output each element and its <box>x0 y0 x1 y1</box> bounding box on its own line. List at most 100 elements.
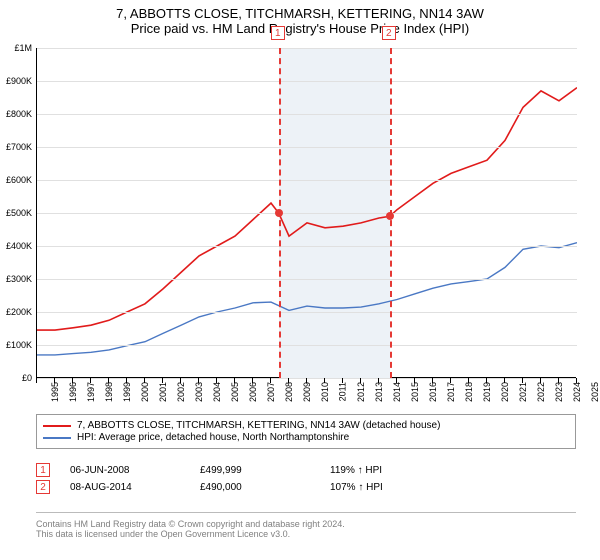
legend-label: HPI: Average price, detached house, Nort… <box>77 432 349 443</box>
x-tick <box>216 378 217 383</box>
x-axis-label: 2018 <box>464 382 474 402</box>
x-tick <box>342 378 343 383</box>
gridline-h <box>37 246 577 247</box>
sale-row: 1 06-JUN-2008£499,999119% ↑ HPI <box>36 463 576 477</box>
sale-row: 2 08-AUG-2014£490,000107% ↑ HPI <box>36 480 576 494</box>
legend-swatch <box>43 437 71 439</box>
plot-region: 12 <box>36 48 576 378</box>
title-line2: Price paid vs. HM Land Registry's House … <box>0 21 600 36</box>
sale-marker-inline: 1 <box>36 463 50 477</box>
x-tick <box>522 378 523 383</box>
y-axis-label: £400K <box>6 241 32 251</box>
gridline-h <box>37 48 577 49</box>
x-axis-label: 2020 <box>500 382 510 402</box>
x-tick <box>252 378 253 383</box>
x-axis-label: 2017 <box>446 382 456 402</box>
legend: 7, ABBOTTS CLOSE, TITCHMARSH, KETTERING,… <box>36 414 576 449</box>
x-axis-label: 1998 <box>104 382 114 402</box>
y-axis-label: £500K <box>6 208 32 218</box>
gridline-h <box>37 312 577 313</box>
legend-swatch <box>43 425 71 427</box>
y-axis-label: £900K <box>6 76 32 86</box>
x-tick <box>288 378 289 383</box>
legend-row: HPI: Average price, detached house, Nort… <box>43 432 569 443</box>
x-tick <box>72 378 73 383</box>
sale-date: 08-AUG-2014 <box>70 482 200 493</box>
x-tick <box>432 378 433 383</box>
sale-marker-inline: 2 <box>36 480 50 494</box>
x-axis-label: 2007 <box>266 382 276 402</box>
x-tick <box>414 378 415 383</box>
x-tick <box>36 378 37 383</box>
x-tick <box>324 378 325 383</box>
x-axis-label: 2012 <box>356 382 366 402</box>
y-axis-label: £600K <box>6 175 32 185</box>
sale-pct: 119% ↑ HPI <box>330 465 460 476</box>
footer-line1: Contains HM Land Registry data © Crown c… <box>36 519 576 529</box>
x-tick <box>198 378 199 383</box>
x-axis-label: 2016 <box>428 382 438 402</box>
x-tick <box>306 378 307 383</box>
x-axis-label: 2003 <box>194 382 204 402</box>
x-axis-label: 2024 <box>572 382 582 402</box>
chart-area: 12 £0£100K£200K£300K£400K£500K£600K£700K… <box>36 48 576 400</box>
x-tick <box>126 378 127 383</box>
x-axis-label: 2019 <box>482 382 492 402</box>
y-axis-label: £700K <box>6 142 32 152</box>
x-tick <box>180 378 181 383</box>
x-axis-label: 2015 <box>410 382 420 402</box>
x-axis-label: 2009 <box>302 382 312 402</box>
x-tick <box>54 378 55 383</box>
sales-table: 1 06-JUN-2008£499,999119% ↑ HPI 2 08-AUG-20… <box>36 460 576 497</box>
x-axis-label: 2021 <box>518 382 528 402</box>
x-tick <box>108 378 109 383</box>
gridline-h <box>37 345 577 346</box>
x-tick <box>468 378 469 383</box>
x-tick <box>504 378 505 383</box>
x-tick <box>144 378 145 383</box>
x-axis-label: 2011 <box>337 382 347 401</box>
gridline-h <box>37 213 577 214</box>
y-axis-label: £800K <box>6 109 32 119</box>
x-axis-label: 2004 <box>212 382 222 402</box>
x-tick <box>486 378 487 383</box>
y-axis-label: £1M <box>14 43 32 53</box>
x-axis-label: 2010 <box>320 382 330 402</box>
sale-date: 06-JUN-2008 <box>70 465 200 476</box>
footer-line2: This data is licensed under the Open Gov… <box>36 529 576 539</box>
x-axis-label: 2022 <box>536 382 546 402</box>
x-axis-label: 2001 <box>158 382 168 402</box>
title-line1: 7, ABBOTTS CLOSE, TITCHMARSH, KETTERING,… <box>0 6 600 21</box>
x-axis-label: 1995 <box>50 382 60 402</box>
sale-point-dot <box>275 209 283 217</box>
x-tick <box>378 378 379 383</box>
legend-label: 7, ABBOTTS CLOSE, TITCHMARSH, KETTERING,… <box>77 420 440 431</box>
series-hpi <box>37 243 577 355</box>
sale-marker-box: 2 <box>382 26 396 40</box>
gridline-h <box>37 180 577 181</box>
x-axis-label: 2002 <box>176 382 186 402</box>
sale-point-dot <box>386 212 394 220</box>
y-axis-label: £0 <box>22 373 32 383</box>
x-tick <box>450 378 451 383</box>
y-axis-label: £300K <box>6 274 32 284</box>
sale-pct: 107% ↑ HPI <box>330 482 460 493</box>
gridline-h <box>37 378 577 379</box>
x-tick <box>540 378 541 383</box>
x-tick <box>90 378 91 383</box>
sale-marker-box: 1 <box>271 26 285 40</box>
x-axis-label: 2014 <box>392 382 402 402</box>
x-tick <box>270 378 271 383</box>
x-axis-label: 2013 <box>374 382 384 402</box>
sale-price: £490,000 <box>200 482 330 493</box>
x-axis-label: 2006 <box>248 382 258 402</box>
x-axis-label: 1999 <box>122 382 132 402</box>
sale-price: £499,999 <box>200 465 330 476</box>
x-tick <box>576 378 577 383</box>
x-axis-label: 1996 <box>68 382 78 402</box>
legend-row: 7, ABBOTTS CLOSE, TITCHMARSH, KETTERING,… <box>43 420 569 431</box>
y-axis-label: £200K <box>6 307 32 317</box>
x-tick <box>234 378 235 383</box>
footer-attribution: Contains HM Land Registry data © Crown c… <box>36 512 576 539</box>
gridline-h <box>37 114 577 115</box>
